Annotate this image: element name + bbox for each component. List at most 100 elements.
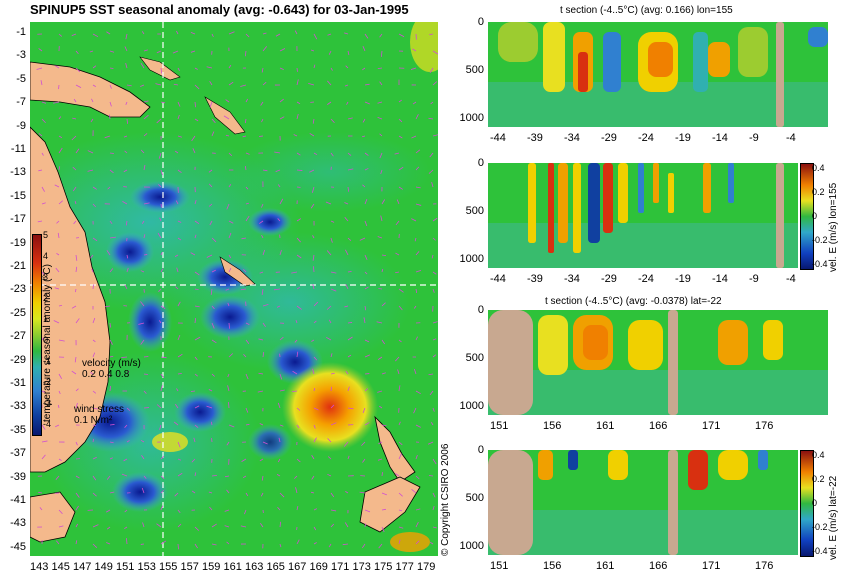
velocity-vector (92, 475, 97, 481)
velocity-vector (432, 321, 438, 324)
velocity-vector (313, 266, 315, 273)
velocity-vector (313, 437, 317, 443)
section-x-tick-label: 156 (543, 420, 562, 432)
velocity-vector (194, 101, 196, 108)
velocity-vector (75, 492, 80, 498)
velocity-vector (245, 339, 250, 345)
velocity-vector (75, 388, 79, 392)
velocity-vector (245, 373, 249, 380)
velocity-vector (58, 373, 63, 379)
velocity-vector (104, 135, 111, 139)
new-zealand-south-land (359, 476, 421, 533)
velocity-vector (313, 320, 317, 324)
velocity-vector (126, 267, 129, 273)
velocity-vector (227, 302, 230, 307)
velocity-vector (292, 370, 298, 375)
velocity-vector (194, 424, 199, 428)
velocity-vector (431, 254, 434, 259)
velocity-vector (92, 492, 97, 497)
velocity-vector (58, 147, 63, 154)
section-y-tick-label: 500 (465, 352, 484, 364)
velocity-vector (432, 81, 438, 86)
colorbar-tick-label: -3 (43, 398, 52, 408)
velocity-vector (432, 134, 438, 137)
velocity-vector (361, 441, 366, 446)
velocity-vector (177, 353, 183, 358)
velocity-vector (143, 49, 148, 52)
velocity-vector (347, 186, 350, 192)
velocity-vector (364, 422, 370, 426)
velocity-vector (379, 152, 383, 159)
velocity-vector (410, 67, 417, 70)
velocity-vector (106, 542, 111, 545)
velocity-vector (41, 390, 46, 393)
velocity-vector (143, 390, 147, 394)
velocity-vector (412, 48, 417, 52)
velocity-vector (228, 268, 232, 273)
velocity-vector (326, 305, 332, 310)
velocity-vector (244, 509, 247, 515)
section-y-tick-label: 500 (465, 205, 484, 217)
velocity-vector (432, 338, 437, 341)
section-x-tick-label: -19 (675, 273, 691, 285)
velocity-vector (379, 33, 383, 38)
section-colorbar-tick-label: 0.4 (812, 450, 825, 460)
velocity-vector (327, 101, 332, 105)
latitude-tick-label: -37 (10, 447, 26, 460)
velocity-vector (295, 487, 298, 494)
velocity-vector (228, 220, 234, 224)
velocity-vector (364, 388, 369, 392)
velocity-vector (262, 352, 265, 358)
velocity-vector (432, 458, 437, 465)
velocity-vector (41, 440, 48, 443)
velocity-vector (125, 62, 128, 69)
velocity-vector (177, 237, 182, 241)
velocity-vector (347, 117, 353, 120)
velocity-vector (211, 523, 217, 528)
velocity-vector (194, 405, 200, 409)
velocity-vector (362, 407, 366, 414)
velocity-vector (126, 370, 130, 375)
velocity-vector (72, 186, 77, 192)
velocity-vector (364, 286, 369, 290)
velocity-vector (364, 271, 368, 275)
velocity-vector (121, 473, 128, 477)
velocity-vector (211, 131, 215, 137)
velocity-vector (362, 458, 366, 463)
velocity-vector (428, 169, 434, 174)
velocity-vector (228, 424, 235, 428)
velocity-vector (242, 475, 247, 479)
velocity-vector (75, 50, 79, 55)
velocity-vector (342, 543, 349, 546)
velocity-vector (92, 203, 97, 208)
section-x-tick-label: -14 (712, 273, 728, 285)
velocity-vector (415, 455, 418, 460)
section-2-colorbar (800, 163, 814, 270)
velocity-vector (327, 438, 332, 443)
velocity-vector (143, 475, 147, 479)
velocity-vector (240, 288, 247, 291)
cold-eddy (174, 392, 226, 432)
velocity-vector (277, 458, 281, 463)
velocity-vector (58, 339, 65, 342)
velocity-vector (261, 234, 264, 239)
velocity-vector (381, 339, 386, 345)
velocity-vector (126, 538, 128, 545)
cold-eddy (248, 208, 292, 236)
velocity-vector (191, 135, 196, 142)
velocity-vector (347, 336, 353, 341)
velocity-vector (74, 200, 77, 205)
velocity-vector (160, 385, 163, 392)
section-x-tick-label: 161 (596, 560, 615, 572)
velocity-vector (262, 32, 267, 35)
section-x-tick-label: 156 (543, 560, 562, 572)
velocity-vector (75, 148, 80, 154)
velocity-vector (415, 203, 422, 206)
velocity-vector (58, 390, 61, 395)
velocity-vector (277, 506, 281, 511)
velocity-vector (160, 540, 167, 545)
velocity-vector (92, 524, 99, 528)
velocity-vector (347, 168, 354, 171)
longitude-tick-label: 175 (374, 561, 393, 573)
longitude-tick-label: 179 (417, 561, 436, 573)
